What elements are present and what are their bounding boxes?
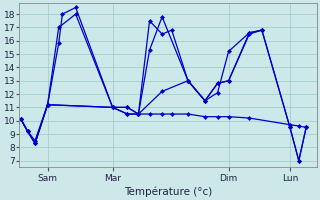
X-axis label: Température (°c): Température (°c) [124,186,212,197]
